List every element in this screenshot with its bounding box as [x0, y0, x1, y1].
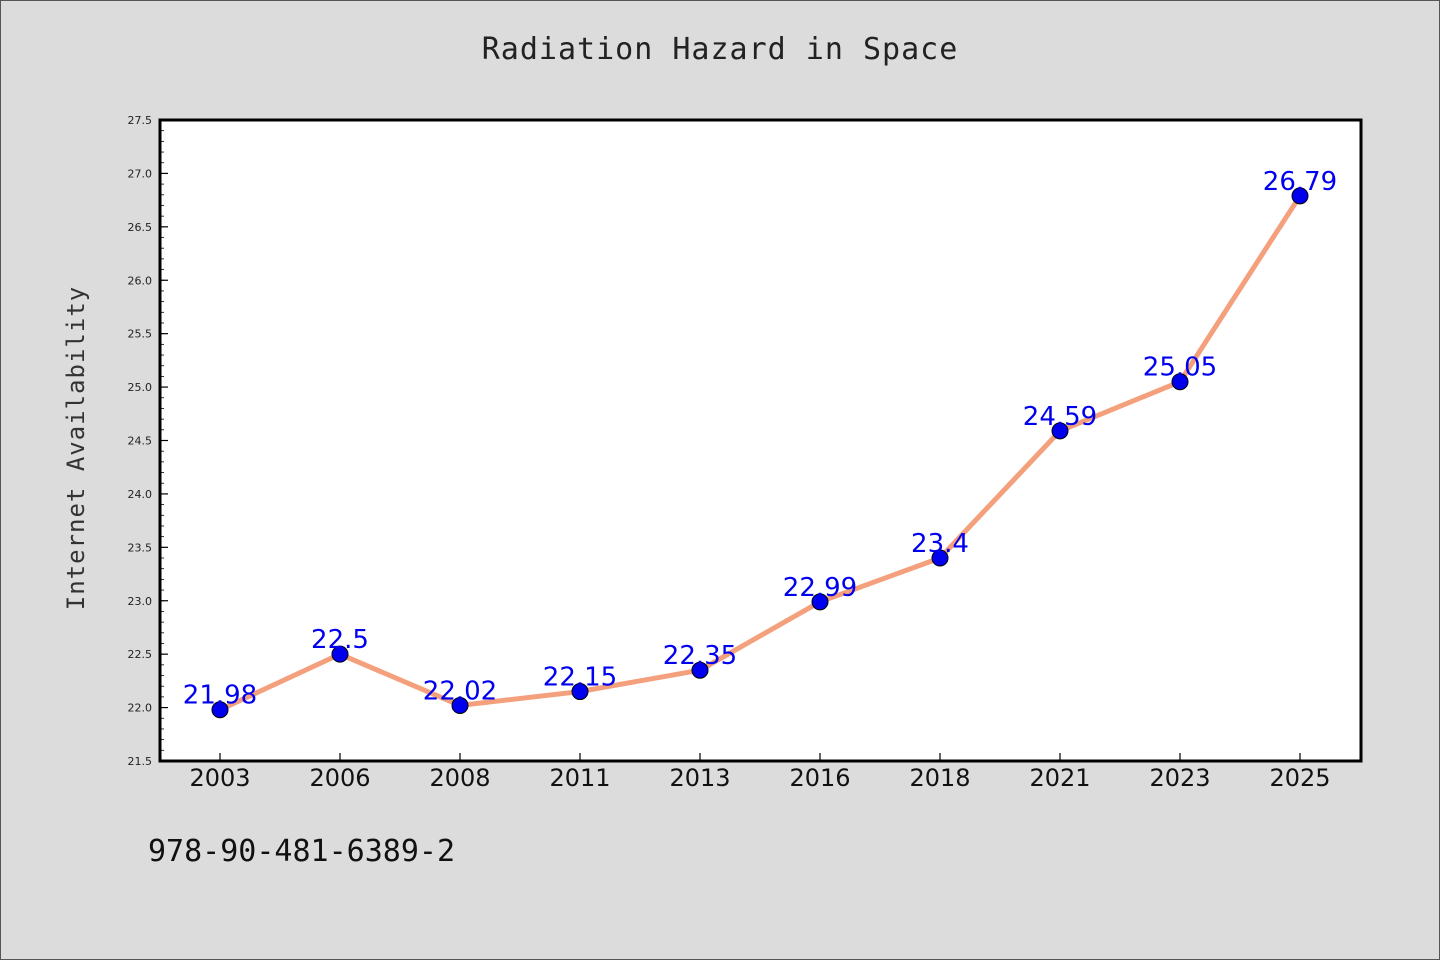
series-line: [217, 193, 1303, 713]
data-point: [691, 661, 709, 679]
data-markers: [211, 187, 1309, 719]
x-tick-label: 2013: [669, 764, 730, 792]
y-tick-label: 23.5: [128, 541, 153, 554]
data-label: 22.02: [423, 676, 497, 706]
y-tick-label: 26.0: [128, 274, 153, 287]
y-tick-label: 26.5: [128, 221, 153, 234]
y-tick-label: 27.5: [128, 114, 153, 127]
data-labels: 21.98 22.5 22.02 22.15 22.35 22.99 23.4 24.59 25…: [183, 167, 1337, 711]
data-point: [1291, 187, 1309, 205]
data-point: [451, 696, 469, 714]
x-tick-label: 2025: [1269, 764, 1330, 792]
x-tick-label: 2006: [309, 764, 370, 792]
y-tick-label: 27.0: [128, 167, 153, 180]
y-axis-ticks: 21.5 22.0 22.5 23.0 23.5 24.0 24.5 25.0 25.5 26.0…: [128, 114, 168, 768]
data-label: 23.4: [911, 529, 969, 559]
chart-title: Radiation Hazard in Space: [481, 32, 959, 67]
data-point: [931, 549, 949, 567]
x-tick-label: 2008: [429, 764, 490, 792]
data-point: [211, 701, 229, 719]
data-point: [811, 593, 829, 611]
x-tick-label: 2011: [549, 764, 610, 792]
plot-frame: [158, 118, 1363, 763]
data-point: [331, 645, 349, 663]
y-tick-label: 21.5: [128, 755, 153, 768]
x-tick-label: 2018: [909, 764, 970, 792]
y-tick-label: 24.5: [128, 435, 153, 448]
y-tick-label: 22.5: [128, 648, 153, 661]
data-label: 22.35: [663, 641, 737, 671]
y-tick-label: 25.5: [128, 328, 153, 341]
y-tick-label: 22.0: [128, 702, 153, 715]
data-label: 22.15: [543, 663, 617, 693]
data-point: [1051, 422, 1069, 440]
y-tick-label: 23.0: [128, 595, 153, 608]
y-tick-label: 24.0: [128, 488, 153, 501]
y-tick-label: 25.0: [128, 381, 153, 394]
data-point: [1171, 373, 1189, 391]
data-point: [571, 683, 589, 701]
x-axis-ticks: 2003 2006 2008 2011 2013 2016 2018 2021 2023 2025: [189, 753, 1331, 792]
footer-isbn: 978-90-481-6389-2: [148, 834, 456, 869]
plot-area: [160, 120, 1361, 761]
x-tick-label: 2023: [1149, 764, 1210, 792]
x-tick-label: 2021: [1029, 764, 1090, 792]
data-label: 22.99: [783, 573, 857, 603]
data-label: 21.98: [183, 681, 257, 711]
data-label: 25.05: [1143, 353, 1217, 383]
x-tick-label: 2003: [189, 764, 250, 792]
data-label: 22.5: [311, 625, 369, 655]
data-label: 24.59: [1023, 402, 1097, 432]
data-label: 26.79: [1263, 167, 1337, 197]
x-tick-label: 2016: [789, 764, 850, 792]
